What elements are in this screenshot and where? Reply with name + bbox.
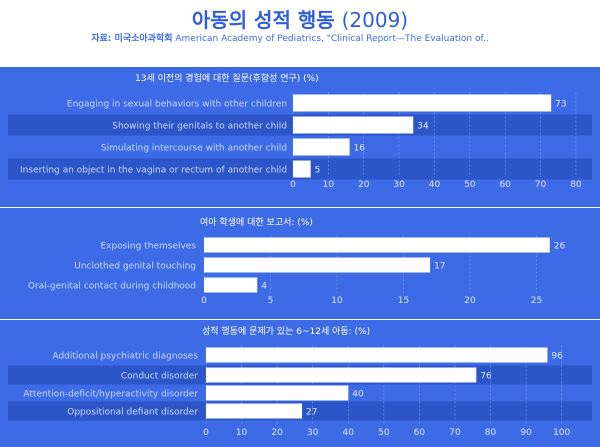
- tick-label: 60: [499, 180, 511, 190]
- title-main: 아동의 성적 행동: [191, 8, 335, 32]
- tick-label: 50: [378, 428, 390, 438]
- chart-panel-problem-behavior: 성적 행동에 문제가 있는 6~12세 아동: (%) Additional ps…: [0, 320, 600, 447]
- tick-label: 0: [290, 180, 296, 190]
- category-label: Simulating intercourse with another chil…: [101, 144, 287, 154]
- bar-childhood-2: [293, 138, 350, 156]
- category-label: Oral-genital contact during childhood: [28, 282, 196, 292]
- value-label: 76: [480, 372, 492, 382]
- value-label: 4: [261, 282, 267, 292]
- bar-problem-0: [206, 347, 548, 363]
- source-label: 자료: 미국소아과학회: [91, 34, 173, 44]
- tick-label: 25: [531, 296, 542, 306]
- source-text: American Academy of Pediatrics, "Clinica…: [175, 34, 489, 44]
- tick-label: 40: [343, 428, 355, 438]
- tick-label: 20: [464, 296, 476, 306]
- tick-label: 90: [520, 428, 532, 438]
- tick-label: 20: [271, 428, 283, 438]
- category-label: Engaging in sexual behaviors with other …: [67, 100, 287, 110]
- tick-label: 10: [236, 428, 248, 438]
- category-label: Exposing themselves: [100, 242, 196, 252]
- tick-label: 80: [485, 428, 497, 438]
- tick-label: 70: [449, 428, 461, 438]
- category-label: Showing their genitals to another child: [112, 122, 287, 132]
- tick-label: 100: [553, 428, 570, 438]
- tick-label: 50: [464, 180, 476, 190]
- bar-female-1: [204, 257, 431, 273]
- tick-label: 0: [203, 428, 209, 438]
- tick-label: 70: [535, 180, 547, 190]
- category-label: Conduct disorder: [121, 372, 198, 382]
- value-label: 5: [315, 166, 321, 176]
- title-year: (2009): [341, 8, 409, 32]
- chart-title: 13세 이전의 경험에 대한 질문(후향성 연구) (%): [135, 72, 319, 84]
- tick-label: 30: [393, 180, 405, 190]
- tick-label: 20: [358, 180, 370, 190]
- tick-label: 15: [398, 296, 409, 306]
- bar-female-0: [204, 237, 550, 253]
- tick-label: 5: [268, 296, 274, 306]
- value-label: 73: [555, 100, 566, 110]
- header: 아동의 성적 행동 (2009) 자료: 미국소아과학회 American Ac…: [0, 0, 600, 64]
- chart-panel-female-students: 여아 학생에 대한 보고서: (%) Exposing themselves 26 U…: [0, 208, 600, 319]
- bar-childhood-0: [293, 94, 552, 112]
- category-label: Attention-deficit/hyperactivity disorder: [23, 390, 198, 400]
- tick-label: 10: [331, 296, 343, 306]
- bar-problem-3: [206, 403, 303, 419]
- category-label: Additional psychiatric diagnoses: [52, 352, 198, 362]
- chart-panel-childhood-experience: 13세 이전의 경험에 대한 질문(후향성 연구) (%) Engaging in…: [0, 67, 600, 207]
- chart-title: 여아 학생에 대한 보고서: (%): [200, 216, 313, 228]
- category-label: Inserting an object in the vagina or rec…: [20, 166, 287, 176]
- tick-label: 60: [414, 428, 426, 438]
- chart-female-students: 여아 학생에 대한 보고서: (%) Exposing themselves 26 U…: [28, 216, 566, 306]
- bar-childhood-3: [293, 160, 311, 178]
- category-label: Unclothed genital touching: [74, 262, 196, 272]
- tick-label: 30: [307, 428, 319, 438]
- category-label: Oppositional defiant disorder: [67, 408, 198, 418]
- value-label: 17: [434, 262, 445, 272]
- tick-label: 40: [429, 180, 441, 190]
- page-title: 아동의 성적 행동 (2009): [0, 4, 600, 33]
- source-note: 자료: 미국소아과학회 American Academy of Pediatri…: [50, 33, 530, 46]
- bar-childhood-1: [293, 116, 414, 134]
- tick-label: 0: [201, 296, 207, 306]
- value-label: 96: [551, 352, 563, 362]
- value-label: 16: [354, 144, 366, 154]
- bar-problem-2: [206, 385, 349, 401]
- value-label: 40: [352, 390, 364, 400]
- tick-label: 10: [323, 180, 335, 190]
- value-label: 27: [306, 408, 317, 418]
- chart-problem-behavior: 성적 행동에 문제가 있는 6~12세 아동: (%) Additional ps…: [8, 325, 592, 438]
- value-label: 26: [554, 242, 566, 252]
- chart-title: 성적 행동에 문제가 있는 6~12세 아동: (%): [202, 325, 370, 337]
- chart-childhood-experience: 13세 이전의 경험에 대한 질문(후향성 연구) (%) Engaging in…: [8, 72, 592, 190]
- value-label: 34: [417, 122, 429, 132]
- tick-label: 80: [570, 180, 582, 190]
- bar-problem-1: [206, 367, 477, 383]
- bar-female-2: [204, 277, 258, 293]
